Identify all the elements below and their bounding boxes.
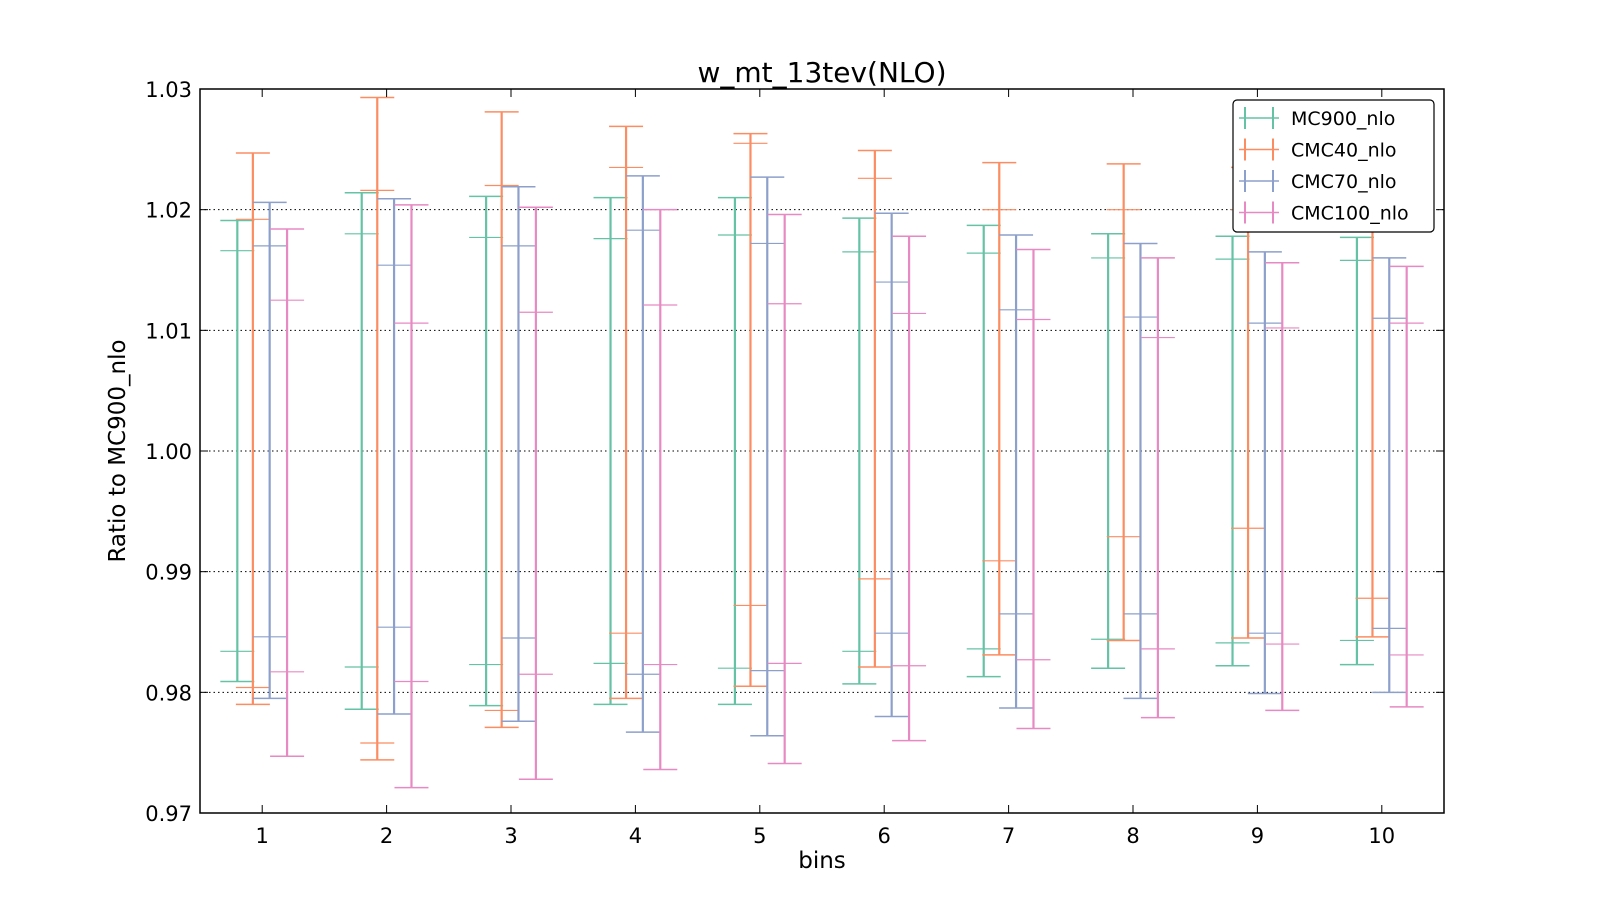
grid-layer: [200, 209, 1444, 693]
series-CMC40_nlo: [235, 96, 1390, 761]
x-tick-label: 1: [256, 824, 269, 848]
chart-title: w_mt_13tev(NLO): [698, 56, 947, 89]
x-tick-label: 7: [1002, 824, 1015, 848]
legend: MC900_nlo CMC40_nlo CMC70_nlo CMC100_nlo: [1232, 99, 1435, 233]
legend-entry: CMC70_nlo: [1239, 170, 1397, 193]
y-tick-label: 1.01: [145, 319, 192, 343]
y-tick-label: 1.02: [145, 199, 192, 223]
legend-entry: MC900_nlo: [1239, 107, 1395, 130]
series-CMC70_nlo: [252, 175, 1407, 737]
x-tick-label: 4: [629, 824, 642, 848]
series-MC900_nlo: [220, 192, 1374, 710]
x-tick-label: 8: [1126, 824, 1139, 848]
y-axis-title: Ratio to MC900_nlo: [105, 339, 131, 562]
legend-label: CMC40_nlo: [1291, 140, 1397, 162]
y-tick-label: 1.03: [145, 78, 192, 102]
x-axis-title: bins: [798, 848, 846, 874]
legend-label: MC900_nlo: [1291, 108, 1395, 130]
x-tick-label: 2: [380, 824, 393, 848]
legend-label: CMC70_nlo: [1291, 171, 1397, 193]
y-tick-label: 0.99: [145, 561, 192, 585]
series-CMC100_nlo: [270, 204, 1424, 789]
x-tick-label: 10: [1368, 824, 1395, 848]
x-tick-label: 5: [753, 824, 766, 848]
legend-entry: CMC40_nlo: [1239, 138, 1397, 162]
y-tick-label: 1.00: [145, 440, 192, 464]
legend-label: CMC100_nlo: [1291, 203, 1409, 225]
x-tick-label: 3: [504, 824, 517, 848]
legend-entry: CMC100_nlo: [1239, 201, 1409, 225]
x-tick-label: 9: [1251, 824, 1264, 848]
error-bars-layer: [220, 96, 1424, 789]
x-tick-label: 6: [878, 824, 891, 848]
axis-ticks-layer: 0.97 0.98 0.99 1.00 1.01 1.02 1.03 1 2 3 4 5 6 7 8 9 10: [145, 78, 1444, 848]
y-tick-label: 0.98: [145, 681, 192, 705]
y-tick-label: 0.97: [145, 802, 192, 826]
legend-box: [1232, 99, 1435, 233]
